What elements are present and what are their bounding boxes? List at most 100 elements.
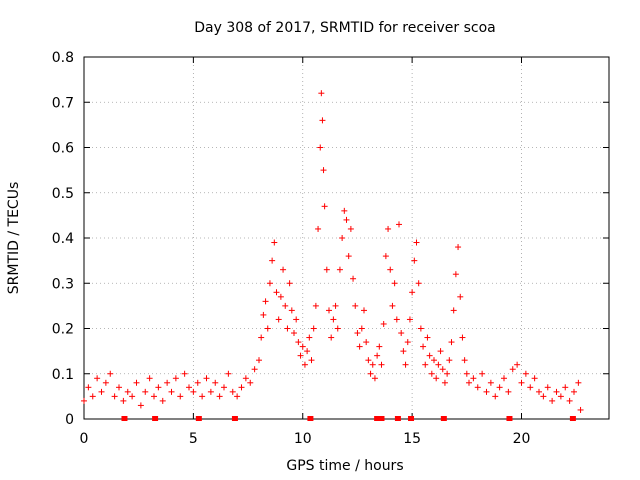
rug-mark (374, 416, 381, 421)
plot-frame (83, 56, 610, 420)
data-point (518, 379, 525, 386)
data-point (398, 330, 405, 337)
data-point (318, 90, 325, 97)
data-point (299, 343, 306, 350)
data-point (341, 207, 348, 214)
data-point (334, 325, 341, 332)
data-point (164, 379, 171, 386)
data-point (354, 330, 361, 337)
data-point (190, 388, 197, 395)
data-point (378, 361, 385, 368)
data-point (181, 370, 188, 377)
data-point (258, 334, 265, 341)
data-point (422, 361, 429, 368)
data-point (199, 393, 206, 400)
data-point (260, 311, 267, 318)
data-point (264, 325, 271, 332)
data-point (446, 357, 453, 364)
data-point (207, 388, 214, 395)
data-point (293, 316, 300, 323)
data-point (304, 348, 311, 355)
data-point (81, 397, 87, 404)
data-point (455, 244, 462, 251)
data-point (496, 384, 503, 391)
data-point (321, 203, 328, 210)
data-point (256, 357, 262, 364)
y-tick-label: 0.6 (52, 141, 74, 157)
data-point (382, 253, 389, 260)
data-point (487, 379, 494, 386)
data-point (404, 339, 411, 346)
data-point (111, 393, 118, 400)
data-point (522, 370, 529, 377)
data-point (142, 388, 149, 395)
data-point (466, 379, 472, 386)
grid-lines (84, 57, 609, 419)
data-point (317, 144, 324, 151)
x-tick-label: 10 (294, 431, 312, 447)
y-tick-label: 0.2 (52, 322, 74, 338)
data-point (409, 289, 416, 296)
data-point (492, 393, 499, 400)
data-point (505, 388, 512, 395)
data-point (457, 293, 464, 300)
data-point (116, 384, 122, 391)
data-point (266, 280, 273, 287)
data-point (107, 370, 114, 377)
data-point (221, 384, 227, 391)
x-axis-label: GPS time / hours (286, 458, 403, 474)
data-point (361, 307, 367, 314)
rug-markers (121, 416, 576, 421)
data-point (234, 393, 241, 400)
data-point (400, 348, 407, 355)
data-point (509, 366, 516, 373)
data-point (439, 366, 446, 373)
data-point (385, 225, 392, 232)
data-point (389, 302, 396, 309)
data-point (448, 339, 455, 346)
data-point (470, 375, 477, 382)
data-point (168, 388, 175, 395)
data-point (151, 393, 157, 400)
data-point (553, 388, 560, 395)
data-point (124, 388, 131, 395)
data-point (566, 397, 573, 404)
data-point (312, 302, 319, 309)
data-point (562, 384, 569, 391)
data-point (536, 388, 542, 395)
data-point (155, 384, 162, 391)
data-point (323, 266, 330, 273)
data-point (120, 397, 127, 404)
data-point (371, 375, 378, 382)
data-point (89, 393, 96, 400)
rug-mark (152, 416, 159, 421)
data-point (284, 325, 291, 332)
data-point (417, 325, 424, 332)
data-point (320, 167, 327, 174)
rug-mark (440, 416, 447, 421)
data-point (229, 388, 236, 395)
data-point (387, 266, 394, 273)
data-point (172, 375, 179, 382)
data-point (98, 388, 105, 395)
data-point (426, 352, 433, 359)
data-point (374, 352, 381, 359)
rug-mark (569, 416, 576, 421)
data-point (137, 402, 144, 409)
data-point (406, 316, 413, 323)
data-point (415, 280, 422, 287)
data-point (363, 339, 370, 346)
data-point (247, 379, 254, 386)
y-tick-label: 0.5 (52, 186, 74, 202)
data-point (424, 334, 431, 341)
data-point (369, 361, 376, 368)
data-point (94, 375, 101, 382)
data-point (437, 348, 444, 355)
data-point (129, 393, 136, 400)
data-point (345, 253, 352, 260)
data-point (242, 375, 249, 382)
data-point (216, 393, 223, 400)
data-point (326, 307, 332, 314)
